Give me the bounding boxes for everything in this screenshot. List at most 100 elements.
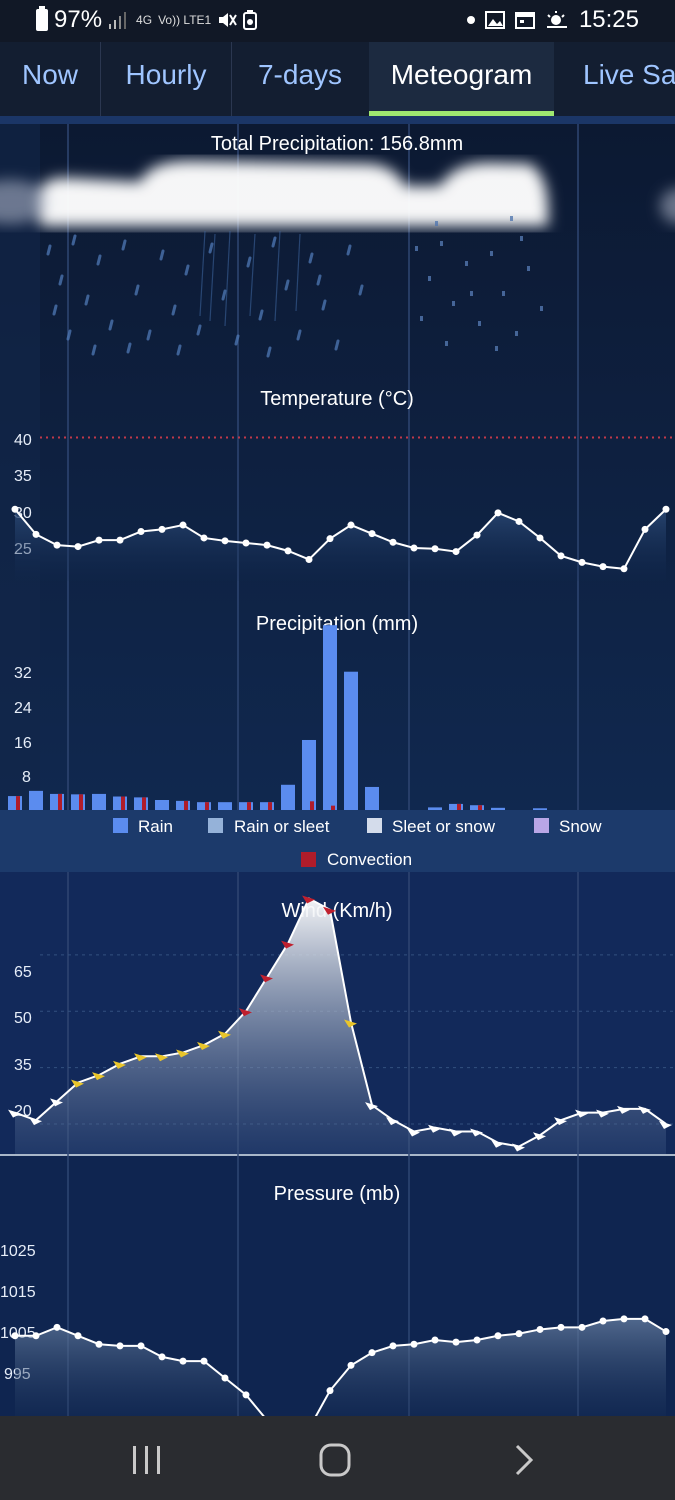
precip-tick-24: 24 — [14, 700, 32, 717]
signal-icon — [109, 12, 127, 29]
tab-7-days[interactable]: 7-days — [257, 59, 343, 90]
wind-arrow — [113, 1060, 126, 1069]
temperature-point — [305, 555, 313, 563]
pressure-point — [74, 1332, 82, 1340]
meteogram-panel[interactable]: Total Precipitation: 156.8mm Temperature… — [0, 116, 675, 1416]
pressure-point — [326, 1387, 334, 1395]
tab-hourly[interactable]: Hourly — [101, 42, 232, 116]
rain-bar — [29, 790, 43, 810]
temperature-point — [536, 534, 544, 542]
mute-icon — [219, 13, 238, 27]
rain-bar — [260, 802, 274, 810]
temperature-point — [53, 541, 61, 549]
convection-bar — [268, 802, 272, 810]
rain-bar — [281, 784, 295, 810]
network-4g-label: 4G — [136, 12, 153, 27]
back-icon[interactable] — [505, 1442, 545, 1478]
legend-rain-swatch — [113, 818, 128, 833]
temperature-point — [221, 537, 229, 545]
rain-bar — [239, 802, 253, 810]
pressure-point — [221, 1374, 229, 1382]
rain-bar — [449, 803, 463, 810]
precip-tick-8: 8 — [22, 769, 31, 786]
rain-bar — [218, 802, 232, 810]
wind-arrow — [218, 1030, 231, 1039]
rain-bar — [92, 793, 106, 810]
wind-arrow — [92, 1072, 105, 1081]
pressure-tick-1015: 1015 — [0, 1284, 36, 1301]
wind-arrow — [29, 1117, 42, 1126]
wind-arrow — [449, 1128, 462, 1137]
legend-sleet-or-snow-label: Sleet or snow — [392, 817, 496, 836]
temperature-point — [452, 548, 460, 556]
wind-arrow — [197, 1042, 210, 1051]
wind-direction-markers — [8, 895, 672, 1152]
temperature-point — [158, 525, 166, 533]
convection-bar — [184, 800, 188, 810]
temperature-point — [620, 565, 628, 573]
tab-bar: Now Hourly 7-days Meteogram Live Sat — [0, 42, 675, 116]
wind-arrow — [533, 1132, 546, 1141]
wind-arrow — [575, 1109, 588, 1118]
pressure-point — [53, 1323, 61, 1331]
home-icon[interactable] — [315, 1442, 355, 1478]
temperature-point — [179, 521, 187, 529]
pressure-point — [599, 1317, 607, 1325]
convection-bar — [79, 794, 83, 810]
wind-arrow — [491, 1139, 504, 1148]
wind-area — [15, 898, 666, 1154]
wind-arrow — [155, 1053, 168, 1062]
gallery-icon — [484, 11, 505, 29]
wind-arrow — [323, 906, 336, 915]
rain-bar — [533, 808, 547, 810]
temp-tick-40: 40 — [14, 432, 32, 449]
tab-meteogram[interactable]: Meteogram — [369, 42, 554, 116]
wind-tick-50: 50 — [14, 1010, 32, 1027]
rain-bar — [491, 807, 505, 810]
temperature-points — [11, 505, 670, 573]
wind-arrow — [176, 1049, 189, 1058]
rain-bar — [470, 805, 484, 810]
wind-arrow — [470, 1128, 483, 1137]
calendar-icon — [514, 12, 535, 29]
wind-arrow — [302, 895, 315, 904]
wind-arrow — [71, 1079, 84, 1088]
temperature-point — [347, 521, 355, 529]
notification-dot-icon — [466, 16, 475, 24]
temperature-point — [326, 535, 334, 543]
wind-arrow — [659, 1120, 672, 1129]
rain-bar — [176, 800, 190, 810]
wind-arrow — [239, 1008, 252, 1017]
temperature-point — [368, 530, 376, 538]
tab-live-sat[interactable]: Live Sat — [583, 59, 675, 90]
precipitation-title: Precipitation (mm) — [256, 613, 418, 635]
legend-sleet-or-snow-swatch — [367, 818, 382, 833]
pressure-points — [11, 1315, 670, 1399]
rain-bar — [365, 786, 379, 810]
precipitation-bars — [8, 625, 547, 810]
tab-now[interactable]: Now — [0, 42, 101, 116]
temperature-point — [32, 530, 40, 538]
temperature-point — [200, 534, 208, 542]
recent-apps-icon[interactable] — [127, 1442, 167, 1478]
convection-bar — [121, 796, 125, 810]
battery-icon — [36, 6, 48, 31]
pressure-title: Pressure (mb) — [274, 1183, 401, 1205]
temperature-point — [410, 544, 418, 552]
wind-tick-35: 35 — [14, 1057, 32, 1074]
convection-bar — [478, 805, 482, 810]
temperature-point — [599, 563, 607, 571]
wind-arrow — [638, 1105, 651, 1114]
legend-rain-label: Rain — [138, 817, 173, 836]
pressure-point — [494, 1332, 502, 1340]
pressure-point — [116, 1342, 124, 1350]
legend-snow-swatch — [534, 818, 549, 833]
temperature-point — [284, 547, 292, 555]
pressure-point — [536, 1325, 544, 1333]
temperature-point — [242, 539, 250, 547]
temperature-line — [14, 508, 667, 570]
temperature-point — [137, 528, 145, 535]
temperature-point — [473, 531, 481, 539]
clock-time: 15:25 — [578, 6, 639, 33]
legend-rain-or-sleet-label: Rain or sleet — [234, 817, 330, 836]
